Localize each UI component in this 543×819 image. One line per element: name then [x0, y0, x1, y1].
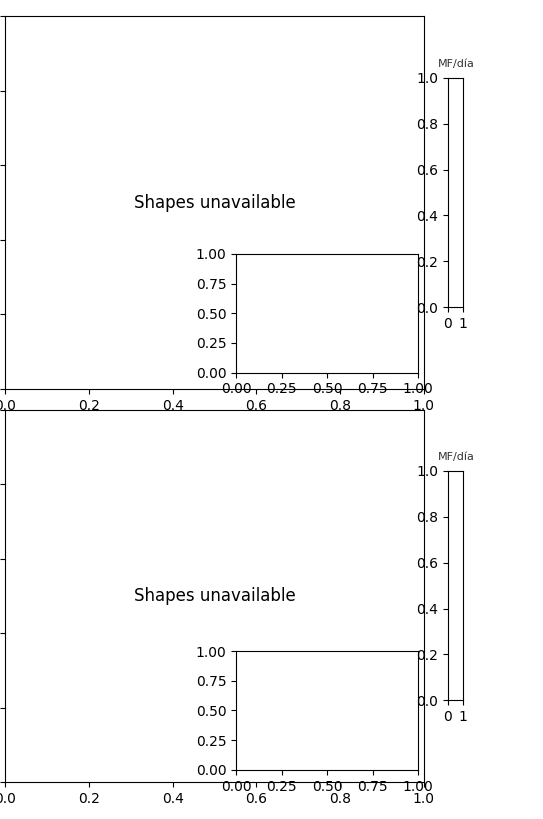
Text: Shapes unavailable: Shapes unavailable — [134, 194, 295, 211]
Text: MF/día: MF/día — [438, 59, 475, 69]
Text: MF/día: MF/día — [438, 452, 475, 462]
Text: Shapes unavailable: Shapes unavailable — [134, 587, 295, 604]
